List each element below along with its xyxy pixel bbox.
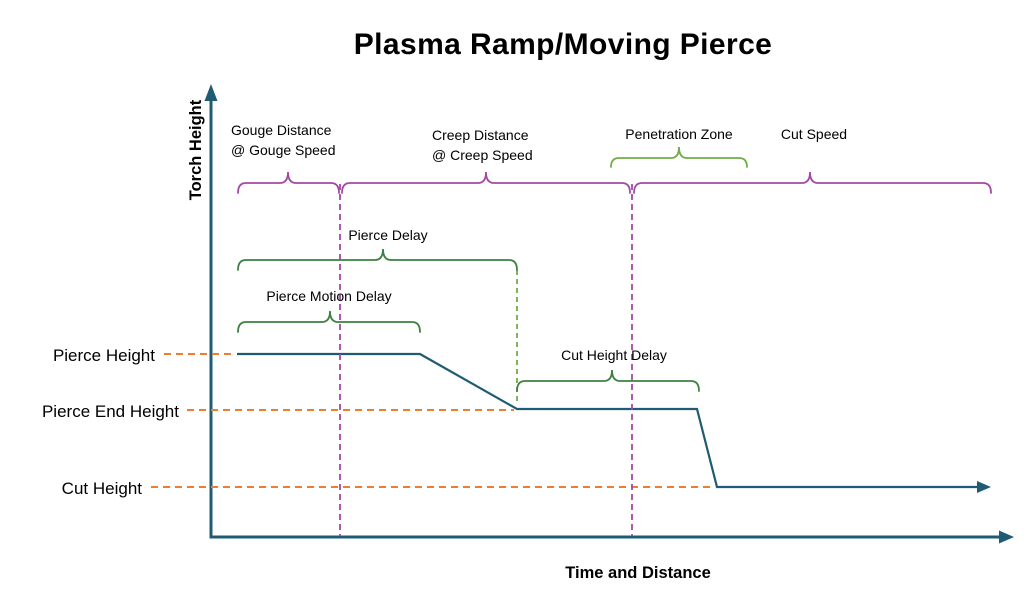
- pierce-end-height-label: Pierce End Height: [42, 402, 179, 421]
- cut-speed-label: Cut Speed: [781, 126, 847, 142]
- pierce-delay-label: Pierce Delay: [348, 227, 427, 243]
- creep-distance-brace: [341, 171, 631, 194]
- cut-height-delay-brace: [516, 369, 700, 392]
- creep-distance-label-line1: Creep Distance: [432, 127, 529, 143]
- penetration-zone-label: Penetration Zone: [625, 126, 733, 142]
- x-axis-label: Time and Distance: [565, 564, 711, 582]
- pierce-motion-delay-brace: [237, 310, 421, 333]
- y-axis-arrow-icon: [204, 84, 218, 101]
- profile-curve-arrow-icon: [977, 481, 991, 493]
- pierce-motion-delay-label: Pierce Motion Delay: [266, 288, 391, 304]
- torch-height-profile-curve: [237, 352, 979, 489]
- pierce-height-label: Pierce Height: [53, 346, 155, 365]
- cut-speed-brace: [633, 171, 992, 194]
- x-axis-arrow-icon: [999, 530, 1014, 544]
- cut-height-delay-label: Cut Height Delay: [561, 347, 667, 363]
- gouge-distance-label-line2: @ Gouge Speed: [231, 142, 336, 158]
- pierce-delay-brace: [237, 248, 518, 271]
- y-axis-label: Torch Height: [187, 99, 205, 200]
- diagram-title: Plasma Ramp/Moving Pierce: [354, 28, 773, 61]
- cut-height-label: Cut Height: [62, 479, 143, 498]
- gouge-distance-brace: [237, 171, 340, 194]
- creep-distance-label-line2: @ Creep Speed: [432, 147, 533, 163]
- penetration-zone-brace: [610, 146, 748, 168]
- gouge-distance-label-line1: Gouge Distance: [231, 122, 332, 138]
